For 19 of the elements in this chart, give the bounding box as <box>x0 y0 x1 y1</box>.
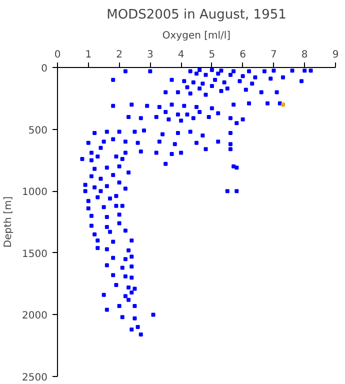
y-tick-label: 2000 <box>22 310 48 322</box>
y-tick-label: 2500 <box>22 372 48 384</box>
chart-title: MODS2005 in August, 1951 <box>106 8 286 22</box>
x-tick-label: 1 <box>85 50 92 60</box>
x-tick-label: 6 <box>240 50 246 60</box>
x-tick-label: 8 <box>301 50 308 60</box>
y-tick-label: 1500 <box>22 248 48 260</box>
x-tick-label: 9 <box>332 50 339 60</box>
x-tick-label: 5 <box>208 50 216 60</box>
y-tick-label: 500 <box>28 125 48 136</box>
x-tick-label: 4 <box>178 50 184 60</box>
y-tick-label: 0 <box>41 64 48 74</box>
y-tick-label: 1000 <box>22 187 48 198</box>
x-axis-title: Oxygen [ml/l] <box>162 30 231 42</box>
y-axis-title: Depth [m] <box>3 196 14 248</box>
x-tick-label: 2 <box>116 50 122 60</box>
x-tick-label: 0 <box>54 50 61 60</box>
x-tick-label: 7 <box>270 50 277 60</box>
x-tick-label: 3 <box>146 50 154 60</box>
